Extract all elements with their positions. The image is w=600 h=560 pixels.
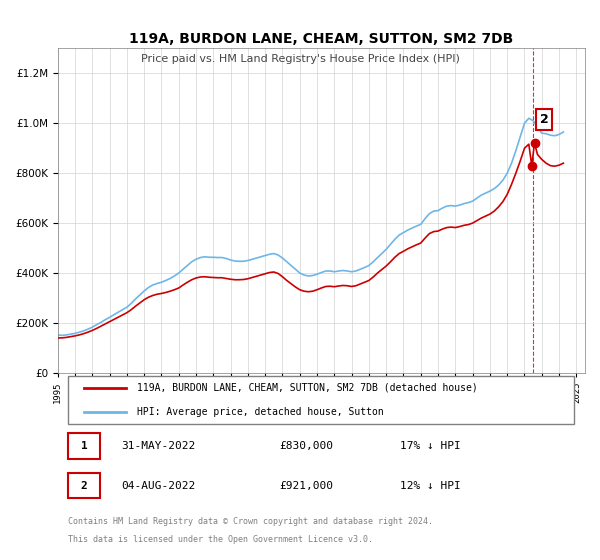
FancyBboxPatch shape [68,433,100,459]
Text: HPI: Average price, detached house, Sutton: HPI: Average price, detached house, Sutt… [137,407,383,417]
Text: Contains HM Land Registry data © Crown copyright and database right 2024.: Contains HM Land Registry data © Crown c… [68,517,433,526]
Text: This data is licensed under the Open Government Licence v3.0.: This data is licensed under the Open Gov… [68,535,373,544]
Text: 31-MAY-2022: 31-MAY-2022 [121,441,195,451]
Text: 2: 2 [540,113,548,126]
FancyBboxPatch shape [68,473,100,498]
Text: 119A, BURDON LANE, CHEAM, SUTTON, SM2 7DB (detached house): 119A, BURDON LANE, CHEAM, SUTTON, SM2 7D… [137,383,478,393]
Text: 12% ↓ HPI: 12% ↓ HPI [400,480,461,491]
Title: 119A, BURDON LANE, CHEAM, SUTTON, SM2 7DB: 119A, BURDON LANE, CHEAM, SUTTON, SM2 7D… [129,32,514,46]
Text: 2: 2 [81,480,88,491]
Text: 17% ↓ HPI: 17% ↓ HPI [400,441,461,451]
FancyBboxPatch shape [68,376,574,424]
Text: 04-AUG-2022: 04-AUG-2022 [121,480,195,491]
Text: Price paid vs. HM Land Registry's House Price Index (HPI): Price paid vs. HM Land Registry's House … [140,54,460,64]
Text: £921,000: £921,000 [279,480,333,491]
Text: 1: 1 [81,441,88,451]
Text: £830,000: £830,000 [279,441,333,451]
